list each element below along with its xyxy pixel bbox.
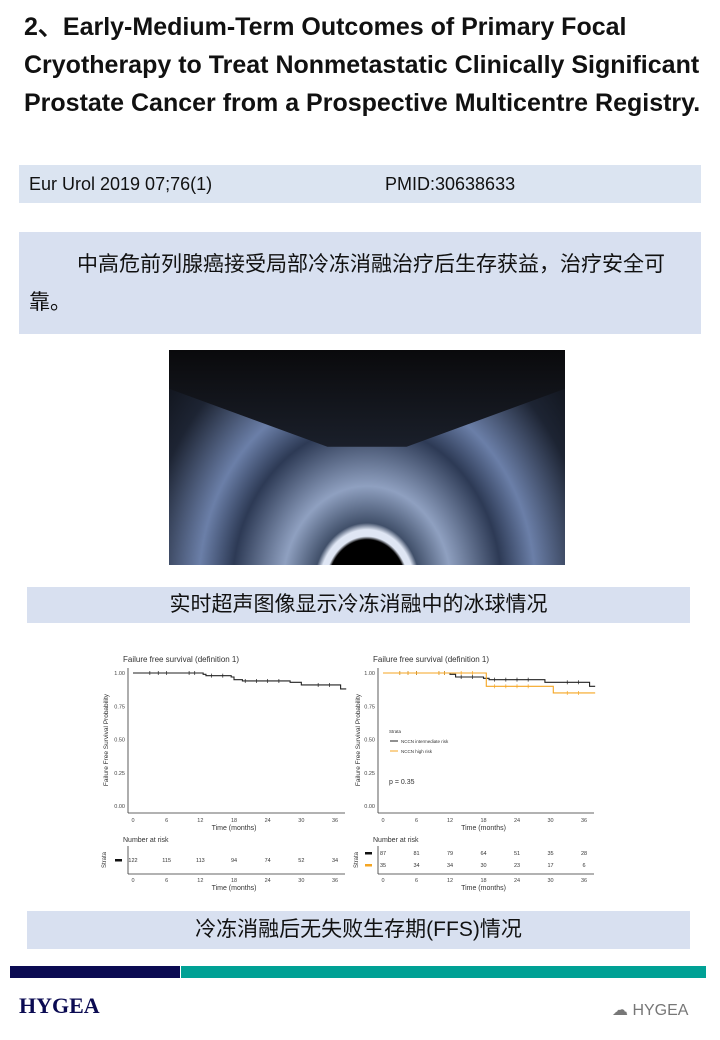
x-tick-label: 36 [581,818,587,824]
risk-x-tick-label: 6 [415,878,418,884]
risk-count: 35 [380,863,386,869]
x-tick-label: 0 [131,818,134,824]
legend-label: NCCN high risk [401,749,433,754]
survival-curve [383,672,596,687]
wechat-icon: ☁ [612,1002,633,1019]
y-tick-label: 0.75 [114,704,125,710]
risk-x-tick-label: 30 [547,878,553,884]
x-tick-label: 12 [447,818,453,824]
survival-curve [133,672,347,690]
risk-x-tick-label: 36 [332,878,338,884]
risk-count: 94 [231,858,237,864]
risk-x-tick-label: 0 [381,878,384,884]
strata-swatch [365,864,372,867]
risk-strata-label: Strata [102,851,108,868]
ultrasound-image [169,350,565,565]
risk-count: 35 [547,851,553,857]
wechat-watermark: ☁ HYGEA [612,1002,689,1019]
risk-x-tick-label: 18 [480,878,486,884]
risk-x-tick-label: 12 [447,878,453,884]
chart-caption: 冷冻消融后无失败生存期(FFS)情况 [27,911,690,949]
x-tick-label: 18 [480,818,486,824]
citation-bar: Eur Urol 2019 07;76(1) PMID:30638633 [19,165,701,203]
x-tick-label: 36 [332,818,338,824]
y-tick-label: 0.25 [364,771,375,777]
risk-count: 81 [413,851,419,857]
risk-count: 79 [447,851,453,857]
risk-count: 23 [514,863,520,869]
risk-count: 34 [332,858,338,864]
risk-x-tick-label: 12 [197,878,203,884]
y-tick-label: 1.00 [364,671,375,677]
chart-title: Failure free survival (definition 1) [373,655,489,664]
risk-x-tick-label: 6 [165,878,168,884]
risk-count: 122 [128,858,137,864]
legend-label: NCCN intermediate risk [401,739,449,744]
risk-strata-label: Strata [354,851,360,868]
risk-count: 34 [447,863,453,869]
km-chart-by-risk: Failure free survival (definition 1) 0.00… [354,655,596,892]
y-tick-label: 0.00 [364,804,375,810]
x-axis-label: Time (months) [461,825,506,832]
risk-count: 113 [196,858,205,864]
y-axis-label: Failure Free Survival Probability [355,693,362,786]
image-caption: 实时超声图像显示冷冻消融中的冰球情况 [27,587,690,623]
x-tick-label: 6 [165,818,168,824]
risk-count: 28 [581,851,587,857]
risk-table-title: Number at risk [373,837,419,844]
y-tick-label: 0.00 [114,804,125,810]
x-tick-label: 6 [415,818,418,824]
y-tick-label: 0.50 [114,738,125,744]
footer-bar-teal [181,966,706,978]
strata-swatch [115,859,122,862]
x-tick-label: 30 [547,818,553,824]
p-value: p = 0.35 [389,779,415,786]
risk-x-tick-label: 0 [131,878,134,884]
y-tick-label: 0.50 [364,738,375,744]
x-axis-label: Time (months) [212,825,257,832]
km-chart-overall: Failure free survival (definition 1) 0.00… [102,655,347,892]
risk-x-tick-label: 30 [298,878,304,884]
hygea-logo: HYGEA [19,993,100,1018]
summary-box: 中高危前列腺癌接受局部冷冻消融治疗后生存获益，治疗安全可靠。 [19,232,701,334]
risk-count: 74 [265,858,271,864]
legend-title: Strata [389,729,402,734]
risk-table-title: Number at risk [123,837,169,844]
pmid: PMID:30638633 [385,174,516,194]
footer-bar-navy [10,966,180,978]
risk-count: 6 [582,863,585,869]
y-tick-label: 0.25 [114,771,125,777]
risk-x-tick-label: 36 [581,878,587,884]
x-tick-label: 0 [381,818,384,824]
journal: Eur Urol 2019 07;76(1) [29,174,213,194]
x-tick-label: 24 [265,818,271,824]
chart-title: Failure free survival (definition 1) [123,655,239,664]
x-tick-label: 12 [197,818,203,824]
x-tick-label: 30 [298,818,304,824]
risk-x-tick-label: 24 [514,878,520,884]
y-tick-label: 0.75 [364,704,375,710]
risk-count: 17 [547,863,553,869]
article-title: 2、Early-Medium-Term Outcomes of Primary … [24,13,701,117]
x-tick-label: 18 [231,818,237,824]
risk-count: 64 [480,851,486,857]
risk-count: 115 [162,858,171,864]
risk-x-tick-label: 18 [231,878,237,884]
risk-x-axis-label: Time (months) [212,885,257,892]
survival-curve [383,672,596,694]
risk-count: 30 [480,863,486,869]
risk-count: 52 [298,858,304,864]
risk-count: 87 [380,851,386,857]
risk-x-axis-label: Time (months) [461,885,506,892]
y-tick-label: 1.00 [114,671,125,677]
x-tick-label: 24 [514,818,520,824]
risk-count: 34 [413,863,419,869]
risk-count: 51 [514,851,520,857]
y-axis-label: Failure Free Survival Probability [103,693,110,786]
risk-x-tick-label: 24 [265,878,271,884]
strata-swatch [365,852,372,855]
